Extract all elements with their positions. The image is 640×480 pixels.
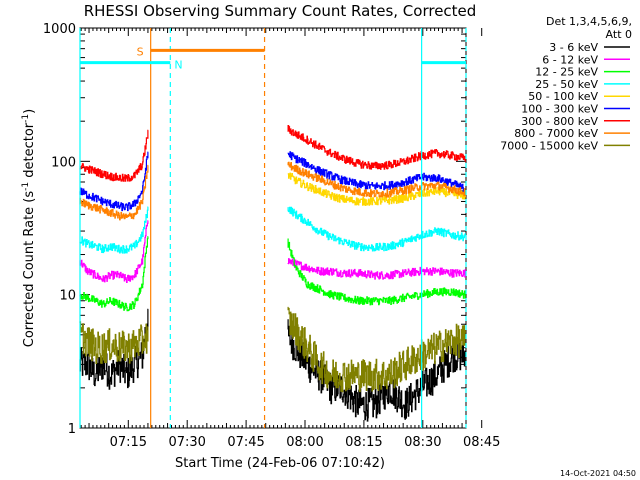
x-tick-label: 08:00 <box>286 435 323 450</box>
series-line <box>287 125 466 170</box>
night_bar-label: N <box>174 59 182 72</box>
chart-title: RHESSI Observing Summary Count Rates, Co… <box>84 2 477 20</box>
x-tick-label: 08:45 <box>463 435 500 450</box>
y-axis-label: Corrected Count Rate (s-1 detector-1) <box>21 109 37 347</box>
y-tick-label: 1000 <box>43 22 76 37</box>
series-line <box>287 161 466 198</box>
x-tick-label: 07:15 <box>110 435 147 450</box>
series-12-25-kev <box>79 236 466 312</box>
x-tick-label: 07:30 <box>168 435 205 450</box>
series-line <box>287 319 466 422</box>
x-axis-label: Start Time (24-Feb-06 07:10:42) <box>175 456 385 471</box>
series-line <box>79 206 149 254</box>
series-line <box>79 129 149 182</box>
series-100-300-kev <box>79 151 466 212</box>
y-tick-label: 10 <box>59 289 76 304</box>
legend-header-1: Det 1,3,4,5,6,9, <box>546 15 632 28</box>
series-line <box>287 151 466 193</box>
footer-timestamp: 14-Oct-2021 04:50 <box>560 469 636 478</box>
x-tick-label: 07:45 <box>227 435 264 450</box>
legend-label: 100 - 300 keV <box>521 103 598 116</box>
series-layer <box>79 125 466 422</box>
series-line <box>79 220 149 283</box>
series-6-12-kev <box>79 220 466 283</box>
series-7000-15000-kev <box>79 306 466 393</box>
ylabel-mid: detector <box>22 122 37 182</box>
ylabel-main: Corrected Count Rate (s <box>22 191 37 348</box>
markers-layer: SN <box>79 28 467 428</box>
series-line <box>79 236 149 312</box>
y-tick-label: 100 <box>51 155 76 170</box>
legend-label: 6 - 12 keV <box>542 53 598 66</box>
saa_bar-label: S <box>137 45 144 58</box>
series-line <box>287 238 466 306</box>
series-25-50-kev <box>79 206 466 254</box>
series-line <box>79 164 149 221</box>
x-tick-label: 08:30 <box>404 435 441 450</box>
legend-label: 300 - 800 keV <box>521 115 598 128</box>
ylabel-sup2: -1 <box>21 114 31 123</box>
x-tick-label: 08:15 <box>345 435 382 450</box>
legend-label: 12 - 25 keV <box>535 66 598 79</box>
legend-label: 7000 - 15000 keV <box>500 139 598 152</box>
series-line <box>287 206 466 252</box>
series-300-800-kev <box>79 125 466 182</box>
legend-header-2: Att 0 <box>606 28 632 41</box>
legend-label: 50 - 100 keV <box>528 90 598 103</box>
ylabel-sup1: -1 <box>21 182 31 191</box>
legend-label: 3 - 6 keV <box>549 41 598 54</box>
legend-label: 800 - 7000 keV <box>514 127 598 140</box>
series-line <box>79 321 149 364</box>
series-800-7000-kev <box>79 161 466 221</box>
series-line <box>287 258 466 280</box>
legend-label: 25 - 50 keV <box>535 78 598 91</box>
series-line <box>287 306 466 393</box>
series-line <box>79 151 149 212</box>
y-tick-label: 1 <box>68 422 76 437</box>
axes: 1 10 100 1000 07:15 07:30 07:45 08:00 08:15 08:30… <box>43 22 501 450</box>
ylabel-end: ) <box>22 109 37 114</box>
